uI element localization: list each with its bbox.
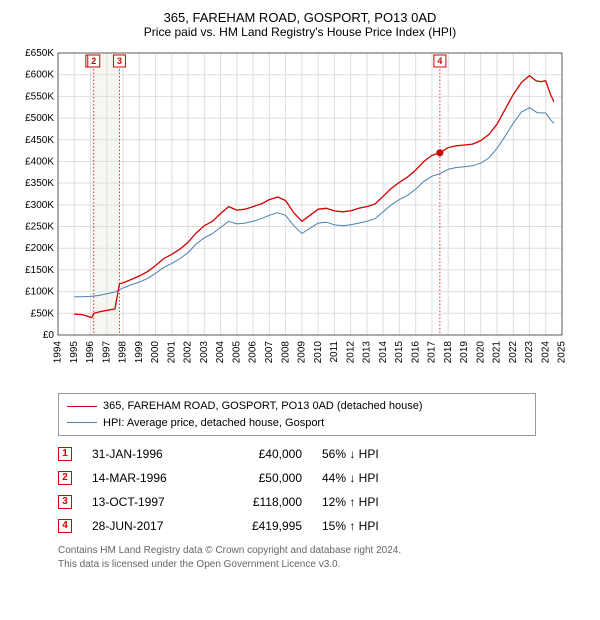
- title-line-2: Price paid vs. HM Land Registry's House …: [10, 25, 590, 39]
- svg-text:£300K: £300K: [25, 200, 54, 211]
- svg-text:2019: 2019: [459, 341, 470, 364]
- svg-text:2023: 2023: [524, 341, 535, 364]
- svg-text:£200K: £200K: [25, 243, 54, 254]
- svg-text:2: 2: [91, 56, 96, 66]
- transaction-price: £118,000: [212, 490, 302, 514]
- title-line-1: 365, FAREHAM ROAD, GOSPORT, PO13 0AD: [10, 10, 590, 25]
- svg-text:3: 3: [117, 56, 122, 66]
- svg-text:2003: 2003: [199, 341, 210, 364]
- svg-text:2006: 2006: [248, 341, 259, 364]
- svg-text:£450K: £450K: [25, 135, 54, 146]
- svg-text:2005: 2005: [231, 341, 242, 364]
- legend-row: 365, FAREHAM ROAD, GOSPORT, PO13 0AD (de…: [67, 398, 527, 415]
- transaction-marker: 3: [58, 495, 72, 509]
- svg-text:2009: 2009: [297, 341, 308, 364]
- svg-text:2014: 2014: [378, 341, 389, 364]
- transaction-marker: 4: [58, 519, 72, 533]
- svg-text:1994: 1994: [53, 341, 64, 364]
- svg-text:£400K: £400K: [25, 156, 54, 167]
- transaction-date: 28-JUN-2017: [92, 514, 192, 538]
- legend: 365, FAREHAM ROAD, GOSPORT, PO13 0AD (de…: [58, 393, 536, 436]
- svg-text:2021: 2021: [492, 341, 503, 364]
- svg-text:2016: 2016: [410, 341, 421, 364]
- svg-text:1996: 1996: [85, 341, 96, 364]
- legend-swatch: [67, 406, 97, 407]
- svg-text:2011: 2011: [329, 341, 340, 363]
- transaction-row: 2 14-MAR-1996 £50,000 44% ↓ HPI: [58, 466, 590, 490]
- svg-text:2002: 2002: [183, 341, 194, 364]
- svg-text:2020: 2020: [475, 341, 486, 364]
- svg-text:£500K: £500K: [25, 113, 54, 124]
- transaction-price: £50,000: [212, 466, 302, 490]
- transaction-date: 14-MAR-1996: [92, 466, 192, 490]
- svg-text:1995: 1995: [69, 341, 80, 364]
- footer-line-1: Contains HM Land Registry data © Crown c…: [58, 544, 590, 558]
- transaction-date: 13-OCT-1997: [92, 490, 192, 514]
- svg-text:2004: 2004: [215, 341, 226, 364]
- svg-text:£150K: £150K: [25, 265, 54, 276]
- transaction-marker: 1: [58, 447, 72, 461]
- legend-row: HPI: Average price, detached house, Gosp…: [67, 415, 527, 432]
- legend-label: 365, FAREHAM ROAD, GOSPORT, PO13 0AD (de…: [103, 398, 423, 415]
- svg-text:2000: 2000: [150, 341, 161, 364]
- svg-text:2025: 2025: [557, 341, 568, 364]
- svg-text:1999: 1999: [134, 341, 145, 364]
- transaction-marker: 2: [58, 471, 72, 485]
- svg-text:2012: 2012: [345, 341, 356, 364]
- svg-text:2024: 2024: [540, 341, 551, 364]
- svg-text:1997: 1997: [101, 341, 112, 364]
- svg-text:2010: 2010: [313, 341, 324, 364]
- transactions-table: 1 31-JAN-1996 £40,000 56% ↓ HPI 2 14-MAR-1996…: [58, 442, 590, 538]
- svg-text:1998: 1998: [118, 341, 129, 364]
- svg-text:2008: 2008: [280, 341, 291, 364]
- svg-text:£350K: £350K: [25, 178, 54, 189]
- transaction-row: 1 31-JAN-1996 £40,000 56% ↓ HPI: [58, 442, 590, 466]
- svg-text:2007: 2007: [264, 341, 275, 364]
- transaction-date: 31-JAN-1996: [92, 442, 192, 466]
- transaction-price: £419,995: [212, 514, 302, 538]
- svg-text:£250K: £250K: [25, 222, 54, 233]
- svg-text:2022: 2022: [508, 341, 519, 364]
- footer-line-2: This data is licensed under the Open Gov…: [58, 558, 590, 572]
- transaction-row: 4 28-JUN-2017 £419,995 15% ↑ HPI: [58, 514, 590, 538]
- chart-title-block: 365, FAREHAM ROAD, GOSPORT, PO13 0AD Pri…: [10, 10, 590, 39]
- footer-attribution: Contains HM Land Registry data © Crown c…: [58, 544, 590, 571]
- legend-label: HPI: Average price, detached house, Gosp…: [103, 415, 324, 432]
- svg-text:2015: 2015: [394, 341, 405, 364]
- legend-swatch: [67, 422, 97, 423]
- svg-text:£650K: £650K: [25, 48, 54, 59]
- transaction-row: 3 13-OCT-1997 £118,000 12% ↑ HPI: [58, 490, 590, 514]
- svg-text:2017: 2017: [427, 341, 438, 364]
- svg-text:2018: 2018: [443, 341, 454, 364]
- svg-text:2013: 2013: [362, 341, 373, 364]
- svg-text:2001: 2001: [166, 341, 177, 364]
- chart-container: £0 £50K £100K £150K £200K £250K £300K £350K £400…: [10, 47, 590, 387]
- transaction-diff: 44% ↓ HPI: [322, 466, 422, 490]
- svg-text:£100K: £100K: [25, 287, 54, 298]
- transaction-price: £40,000: [212, 442, 302, 466]
- svg-text:£550K: £550K: [25, 91, 54, 102]
- line-chart: £0 £50K £100K £150K £200K £250K £300K £350K £400…: [10, 47, 570, 387]
- svg-text:£50K: £50K: [31, 308, 55, 319]
- svg-text:£0: £0: [43, 330, 55, 341]
- svg-text:£600K: £600K: [25, 70, 54, 81]
- svg-text:4: 4: [437, 56, 442, 66]
- transaction-diff: 56% ↓ HPI: [322, 442, 422, 466]
- transaction-diff: 12% ↑ HPI: [322, 490, 422, 514]
- transaction-diff: 15% ↑ HPI: [322, 514, 422, 538]
